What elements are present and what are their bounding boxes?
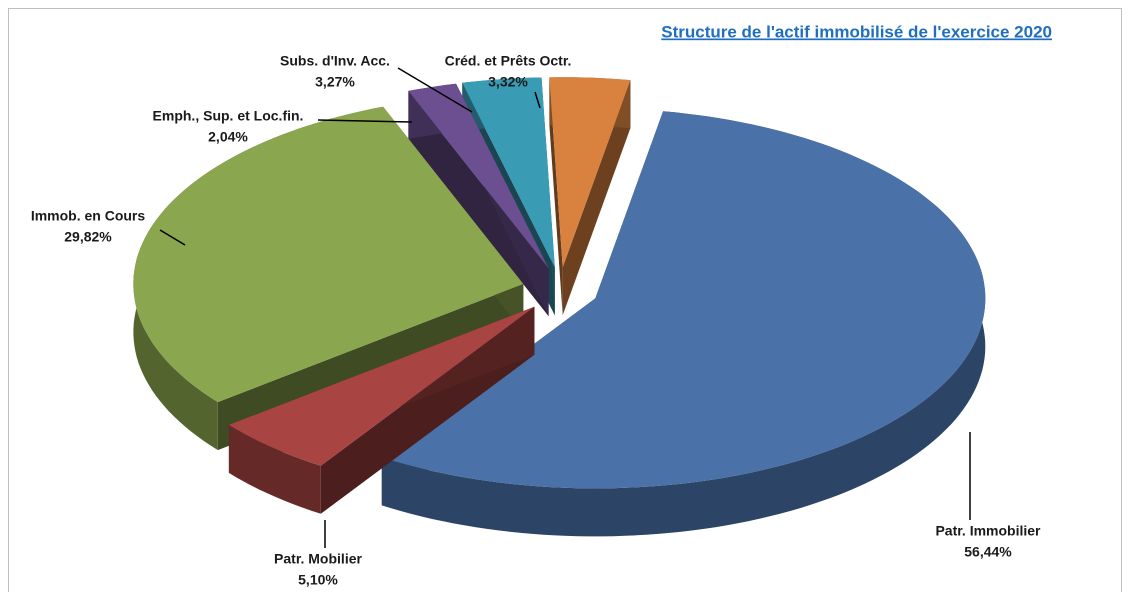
value-label: 56,44%: [964, 544, 1012, 560]
slice-top: [462, 77, 555, 268]
leader-line: [534, 91, 541, 109]
slice-wall: [381, 111, 986, 537]
slice-top: [133, 106, 524, 403]
slice: [228, 306, 535, 514]
slice-side: [408, 90, 549, 317]
slice-top: [408, 83, 549, 269]
slice-top: [549, 77, 631, 268]
slice-label: Patr. Immobilier: [935, 523, 1041, 539]
slice-top: [381, 111, 986, 489]
value-label: 3,27%: [315, 74, 355, 90]
slice-label: Subs. d'Inv. Acc.: [280, 53, 390, 69]
slice: [408, 83, 549, 317]
slice-label: Emph., Sup. et Loc.fin.: [153, 108, 304, 124]
slice-label: Créd. et Prêts Octr.: [445, 53, 572, 69]
leader-line: [317, 119, 413, 123]
value-label: 2,04%: [208, 129, 248, 145]
slice-top: [228, 306, 535, 466]
slice-side: [562, 80, 631, 316]
slice-label: Immob. en Cours: [31, 208, 146, 224]
value-label: 5,10%: [298, 572, 338, 588]
slice-label: Patr. Mobilier: [274, 551, 362, 567]
leader-line: [159, 229, 186, 246]
value-label: 29,82%: [64, 229, 112, 245]
slice-wall: [228, 424, 321, 514]
slice: [549, 77, 631, 316]
slice: [381, 111, 986, 537]
slice-side: [549, 77, 563, 316]
chart-title: Structure de l'actif immobilisé de l'exe…: [661, 22, 1052, 41]
leader-line: [397, 67, 473, 113]
value-label: 3,32%: [488, 74, 528, 90]
